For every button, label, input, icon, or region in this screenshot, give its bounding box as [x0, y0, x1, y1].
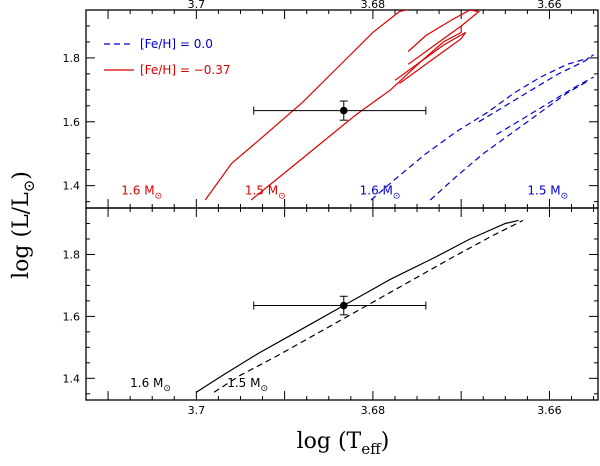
x-axis-label: log (Teff) [297, 429, 390, 458]
bottom-mass-label: 1.5 M⊙ [227, 376, 268, 394]
y-axis-label: log (L/L⊙) [9, 171, 38, 279]
top-y-tick-label: 1.4 [63, 180, 81, 193]
top-series-line-3 [394, 31, 467, 84]
top-mass-label: 1.6 M⊙ [121, 183, 162, 201]
top-mass-label: 1.5 M⊙ [245, 183, 286, 201]
top-x-tick-label: 3.7 [188, 0, 206, 11]
bottom-x-tick-label: 3.66 [537, 404, 562, 417]
bottom-x-tick-label: 3.7 [188, 404, 206, 417]
top-series-line-5 [429, 79, 590, 201]
bottom-mass-label: 1.6 M⊙ [130, 376, 171, 394]
top-series-line-2 [407, 10, 481, 65]
top-series-line-1 [250, 26, 462, 201]
top-mass-label: 1.5 M⊙ [527, 183, 568, 201]
bottom-series-line-0 [195, 219, 519, 393]
bottom-x-tick-label: 3.68 [361, 404, 386, 417]
top-mass-label: 1.6 M⊙ [360, 183, 401, 201]
bottom-data-point [339, 301, 348, 310]
top-x-tick-label: 3.68 [361, 0, 386, 11]
legend-label-0: [Fe/H] = 0.0 [140, 37, 213, 51]
bottom-panel: 1.4 1.6 1.8 3.7 3.68 3.66 1.6 M⊙ 1.5 M⊙ [63, 207, 599, 417]
bottom-y-tick-label: 1.4 [63, 372, 81, 385]
top-y-tick-label: 1.6 [63, 116, 81, 129]
bottom-series-line-1 [213, 219, 524, 393]
bottom-y-tick-label: 1.8 [63, 248, 81, 261]
bottom-y-tick-label: 1.6 [63, 310, 81, 323]
top-series-line-6 [478, 54, 594, 123]
top-series-line-0 [204, 10, 409, 201]
top-series-line-4 [370, 57, 590, 201]
legend-label-1: [Fe/H] = −0.37 [140, 63, 231, 77]
bottom-frame [85, 207, 599, 401]
top-y-tick-label: 1.8 [63, 52, 81, 65]
top-x-tick-label: 3.66 [537, 0, 562, 11]
top-series-group [204, 10, 594, 201]
top-data-point [339, 106, 348, 115]
top-series-line-7 [496, 76, 594, 136]
bottom-series-group [195, 219, 524, 393]
top-panel: 1.4 1.6 1.8 3.7 3.68 3.66 1.6 M⊙ 1.5 M⊙ 1.6 M⊙ 1.… [63, 0, 599, 209]
